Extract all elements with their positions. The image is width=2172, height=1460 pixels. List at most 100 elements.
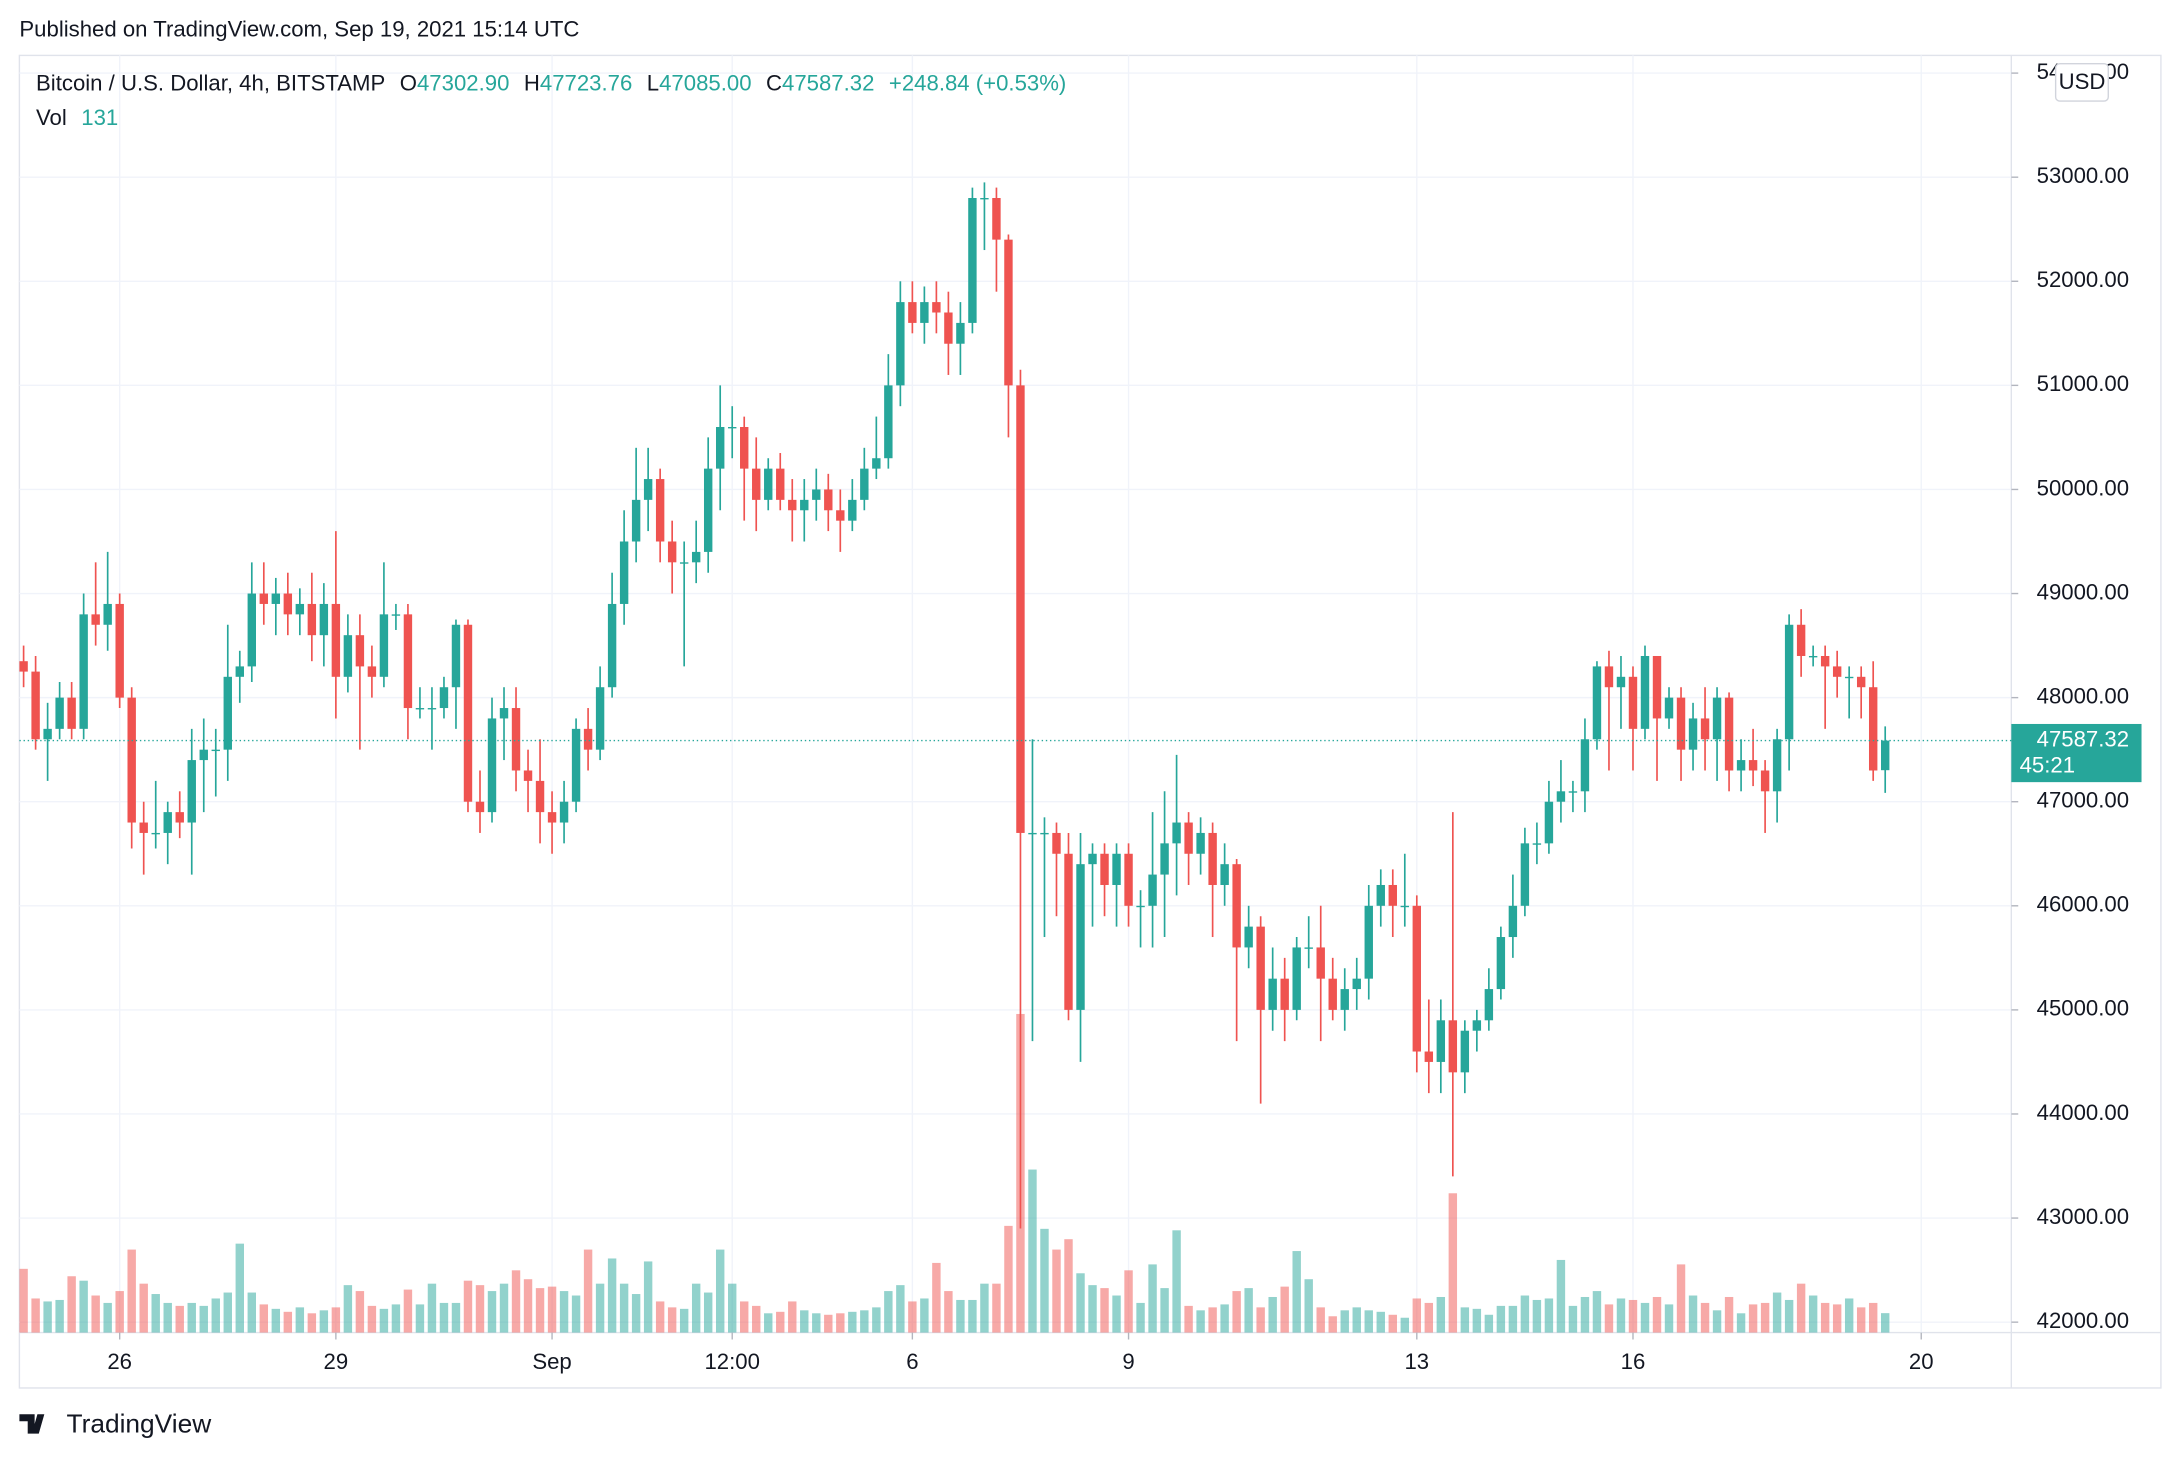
candle-body [487,718,497,813]
candle-body [1664,697,1674,719]
candle-body [1400,905,1409,908]
candle-body [43,728,52,740]
candle-body [1676,697,1686,750]
y-tick-label: 47000.00 [2037,788,2129,813]
volume-bar [679,1308,689,1333]
volume-bar [1052,1249,1061,1333]
volume-bar [235,1243,244,1333]
volume-bar [752,1305,761,1333]
volume-bar [932,1262,941,1333]
candle-body [571,728,581,802]
volume-label: Vol [36,105,67,130]
volume-bar [788,1301,797,1333]
candle-body [1640,655,1650,729]
y-tick-label: 42000.00 [2037,1308,2129,1333]
candle-body [307,603,317,636]
volume-bar [355,1291,365,1333]
volume-bar [1436,1296,1446,1333]
volume-bar [1328,1316,1337,1333]
volume-bar [800,1310,809,1333]
candle-body [860,468,869,500]
candle-body [115,603,124,698]
candle-body [788,499,797,511]
volume-bar [691,1283,701,1333]
candle-body [1136,905,1145,908]
candle-body [1280,978,1289,1010]
volume-bar [559,1291,569,1333]
volume-bar [1496,1305,1506,1333]
volume-bar [1748,1304,1758,1333]
candle-body [1004,239,1013,386]
candle-body [583,728,593,750]
volume-bar [848,1311,857,1333]
candle-body [764,468,773,500]
y-tick-label: 52000.00 [2037,267,2129,292]
candle-body [824,489,833,511]
logo: TradingView [19,1408,212,1438]
volume-bar [91,1295,100,1333]
high-value: 47723.76 [540,70,632,95]
candle-body [127,697,136,823]
candle-body [1352,978,1361,990]
volume-bar [1136,1302,1145,1333]
candle-body [1784,624,1794,740]
volume-bar [331,1307,341,1333]
candle-body [1628,676,1638,729]
volume-bar [1556,1259,1566,1333]
volume-bar [860,1310,869,1333]
volume-bar [1652,1296,1662,1333]
y-tick-label: 43000.00 [2037,1204,2129,1229]
volume-legend: Vol 131 [36,105,118,130]
volume-bar [523,1279,533,1333]
volume-bar [379,1308,389,1333]
candle-body [836,510,845,521]
volume-bar [715,1249,725,1333]
currency-box[interactable] [2054,63,2109,102]
y-tick-label: 49000.00 [2037,579,2129,604]
volume-bar [163,1302,172,1333]
candle-body [872,458,881,469]
candle-body [79,614,88,729]
volume-bar [836,1313,845,1333]
volume-bar [607,1258,617,1333]
volume-bar [487,1291,497,1333]
candle-body [992,198,1001,240]
volume-bar [1184,1305,1193,1333]
volume-bar [1124,1270,1133,1333]
volume-bar [199,1305,208,1333]
candle-body [1028,832,1037,835]
candle-body [427,708,437,710]
volume-bar [1364,1310,1373,1333]
candle-body [1148,874,1157,906]
volume-bar [511,1270,521,1333]
volume-bar [1220,1304,1229,1333]
volume-bar [1772,1292,1782,1333]
candle-body [679,562,689,564]
volume-bar [703,1292,713,1333]
candle-body [1808,655,1818,658]
volume-bar [223,1292,232,1333]
candle-body [1772,739,1782,792]
candle-body [499,708,509,719]
candle-body [1616,676,1626,688]
candle-body [908,302,917,323]
volume-bar [1868,1302,1878,1333]
volume-bar [139,1283,148,1333]
candle-body [463,624,473,802]
volume-bar [920,1298,929,1333]
volume-bar [631,1294,641,1333]
volume-bar [175,1305,184,1333]
x-tick-label: 9 [1122,1349,1134,1374]
volume-bar [764,1313,773,1333]
candle-body [1244,926,1253,948]
candle-body [1124,853,1133,906]
candle-body [944,312,953,344]
volume-bar [427,1283,437,1333]
volume-bar [944,1291,953,1333]
volume-bar [1352,1307,1361,1333]
currency[interactable]: USD [2059,69,2106,94]
candle-body [379,614,389,677]
candle-body [67,697,76,729]
